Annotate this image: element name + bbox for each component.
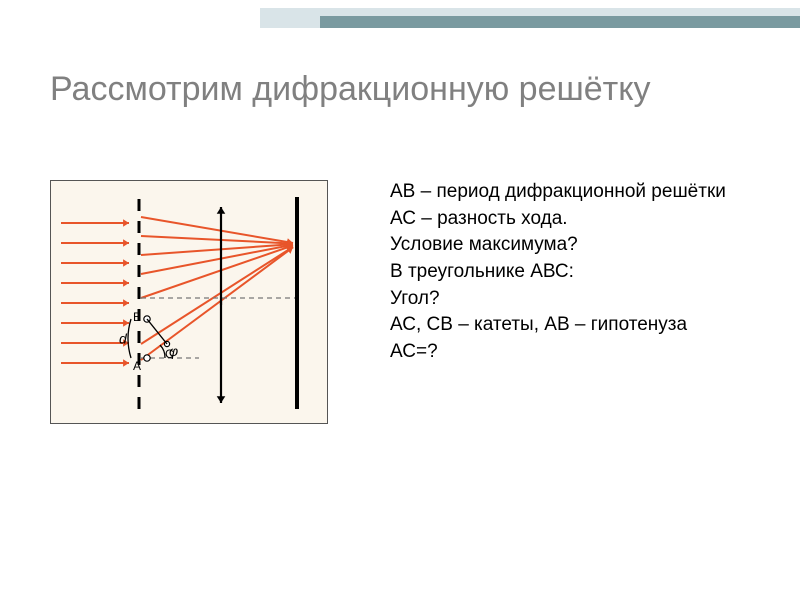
svg-text:C: C bbox=[165, 347, 174, 361]
text-column: АВ – период дифракционной решётки АС – р… bbox=[360, 180, 750, 367]
content-row: dφBAC АВ – период дифракционной решётки … bbox=[50, 180, 750, 424]
slide: Рассмотрим дифракционную решётку dφBAC А… bbox=[0, 0, 800, 600]
svg-text:B: B bbox=[133, 310, 141, 324]
text-line: АС=? bbox=[390, 340, 750, 365]
text-line: АВ – период дифракционной решётки bbox=[390, 180, 750, 205]
text-line: АС – разность хода. bbox=[390, 207, 750, 232]
diffraction-figure: dφBAC bbox=[50, 180, 328, 424]
header-decoration bbox=[260, 8, 800, 28]
text-line: Условие максимума? bbox=[390, 233, 750, 258]
text-line: Угол? bbox=[390, 287, 750, 312]
diffraction-svg: dφBAC bbox=[51, 181, 327, 423]
page-title: Рассмотрим дифракционную решётку bbox=[50, 70, 750, 109]
svg-text:d: d bbox=[119, 331, 128, 347]
text-line: АС, СВ – катеты, АВ – гипотенуза bbox=[390, 313, 750, 338]
text-line: В треугольнике АВС: bbox=[390, 260, 750, 285]
figure-column: dφBAC bbox=[50, 180, 360, 424]
svg-text:A: A bbox=[133, 359, 141, 373]
header-bar-dark bbox=[320, 16, 800, 28]
